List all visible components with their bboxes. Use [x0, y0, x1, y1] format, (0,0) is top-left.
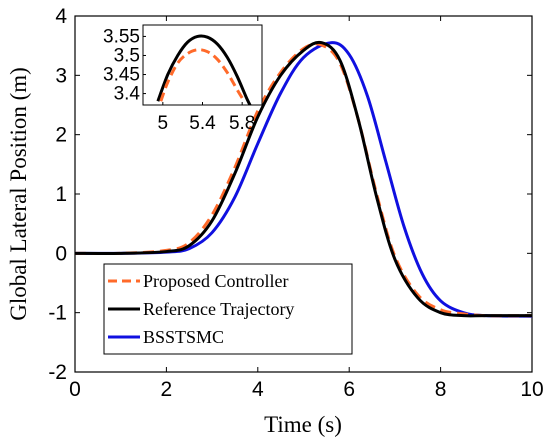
- inset-y-tick-label: 3.55: [103, 26, 140, 47]
- inset-y-tick-label: 3.45: [103, 65, 140, 86]
- inset-x-tick-label: 5.4: [189, 113, 216, 134]
- x-tick-label: 0: [69, 378, 81, 401]
- legend-label-proposed: Proposed Controller: [143, 271, 289, 291]
- y-tick-label: 3: [55, 64, 67, 87]
- y-tick-label: 2: [55, 124, 67, 147]
- inset-x-tick-label: 5.8: [229, 113, 255, 134]
- y-tick-label: -2: [48, 361, 67, 384]
- series-line-bsstsmc: [74, 41, 533, 318]
- x-tick-label: 10: [520, 378, 543, 401]
- inset-line-reference: [156, 34, 252, 105]
- main-y-ticks: -2 -1 0 1 2 3 4: [48, 5, 532, 384]
- legend-label-reference: Reference Trajectory: [143, 299, 294, 319]
- legend-box: [103, 263, 353, 355]
- inset-series-lines: [156, 34, 252, 105]
- x-tick-label: 8: [435, 378, 447, 401]
- inset-x-ticks: 5 5.4 5.8: [158, 102, 255, 134]
- y-tick-label: 1: [55, 183, 67, 206]
- inset-y-ticks: 3.43.453.53.55: [103, 26, 146, 105]
- legend: Proposed Controller Reference Trajectory…: [103, 263, 353, 355]
- series-line-reference-trajectory: [74, 40, 532, 318]
- y-tick-label: 4: [55, 5, 67, 28]
- inset-y-tick-label: 3.4: [114, 84, 141, 105]
- y-axis-label: Global Lateral Position (m): [6, 67, 31, 321]
- x-tick-label: 6: [343, 378, 355, 401]
- main-series-lines: [74, 40, 533, 318]
- inset-y-tick-label: 3.5: [114, 45, 140, 66]
- legend-label-bsstsmc: BSSTSMC: [143, 327, 224, 347]
- main-x-ticks: 0 2 4 6 8 10: [69, 16, 544, 401]
- inset-x-tick-label: 5: [158, 113, 169, 134]
- inset-line-proposed: [159, 48, 246, 102]
- y-tick-label: -1: [48, 302, 67, 325]
- x-axis-label: Time (s): [264, 412, 342, 437]
- series-line-proposed-controller: [74, 42, 533, 318]
- x-tick-label: 4: [252, 378, 264, 401]
- y-tick-label: 0: [55, 242, 67, 265]
- x-tick-label: 2: [161, 378, 173, 401]
